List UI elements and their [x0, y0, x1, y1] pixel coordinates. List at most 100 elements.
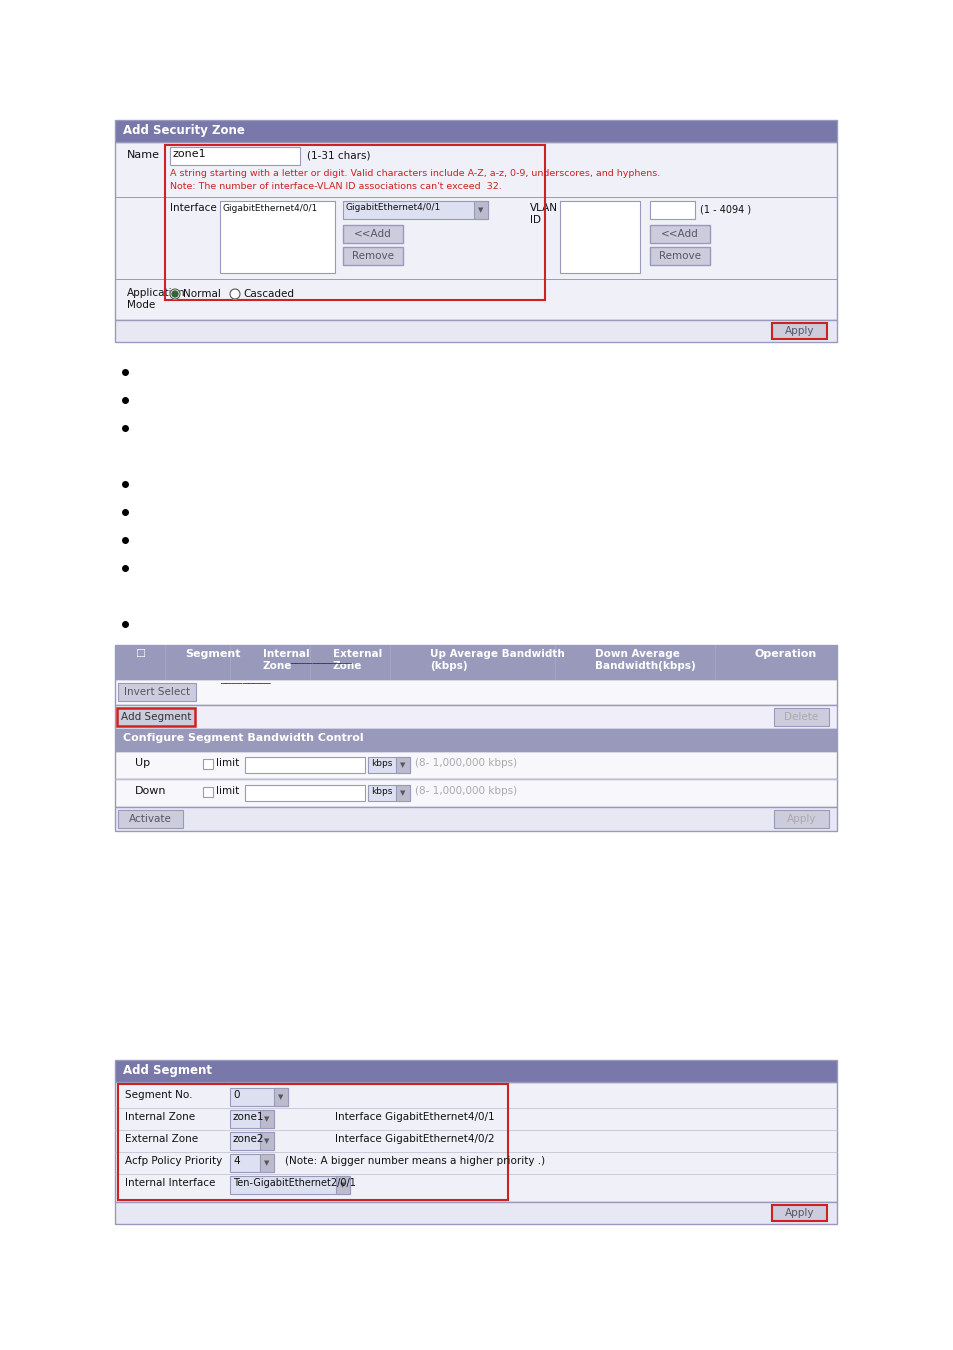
Text: Add Segment: Add Segment: [123, 1064, 212, 1077]
Text: ▼: ▼: [278, 1094, 283, 1100]
Bar: [203, 759, 213, 769]
Bar: [230, 1133, 274, 1150]
Bar: [230, 1088, 288, 1106]
Bar: [771, 323, 826, 339]
Text: (1 - 4094 ): (1 - 4094 ): [700, 204, 750, 215]
Text: External Zone: External Zone: [125, 1134, 198, 1143]
Bar: [170, 147, 299, 165]
Text: limit: limit: [215, 757, 239, 768]
Bar: [559, 201, 639, 273]
Text: _________: _________: [220, 674, 271, 684]
Text: Add Security Zone: Add Security Zone: [123, 124, 245, 136]
Bar: [115, 1081, 836, 1202]
Text: Segment No.: Segment No.: [125, 1089, 193, 1100]
Text: Configure Segment Bandwidth Control: Configure Segment Bandwidth Control: [123, 733, 363, 743]
Bar: [117, 707, 194, 726]
Bar: [115, 320, 836, 342]
Text: ▼: ▼: [340, 1183, 345, 1188]
Text: External
Zone: External Zone: [333, 649, 382, 671]
Bar: [115, 807, 836, 832]
Bar: [649, 201, 695, 219]
Circle shape: [172, 292, 178, 297]
Text: Interface GigabitEthernet4/0/2: Interface GigabitEthernet4/0/2: [335, 1134, 494, 1143]
Text: Interface: Interface: [170, 202, 216, 213]
Bar: [773, 810, 828, 828]
Text: VLAN
ID: VLAN ID: [530, 202, 558, 224]
Bar: [115, 679, 836, 705]
Text: Activate: Activate: [129, 814, 172, 824]
Bar: [115, 120, 836, 142]
Text: (8- 1,000,000 kbps): (8- 1,000,000 kbps): [415, 757, 517, 768]
Text: Normal: Normal: [183, 289, 221, 298]
Text: Interface GigabitEthernet4/0/1: Interface GigabitEthernet4/0/1: [335, 1112, 494, 1122]
Text: (1-31 chars): (1-31 chars): [307, 150, 370, 161]
Bar: [230, 1110, 274, 1129]
Text: Remove: Remove: [352, 251, 394, 261]
Text: A string starting with a letter or digit. Valid characters include A-Z, a-z, 0-9: A string starting with a letter or digit…: [170, 169, 659, 178]
Bar: [773, 707, 828, 726]
Text: 4: 4: [233, 1156, 239, 1166]
Bar: [115, 729, 836, 751]
Bar: [115, 645, 836, 679]
Text: Internal
Zone: Internal Zone: [263, 649, 310, 671]
Text: ▼: ▼: [477, 207, 483, 213]
Text: kbps: kbps: [371, 759, 392, 768]
Bar: [115, 1202, 836, 1224]
Circle shape: [230, 289, 240, 298]
Text: ▼: ▼: [264, 1116, 270, 1122]
Bar: [118, 1084, 507, 1200]
Text: Ten-GigabitEthernet2/0/1: Ten-GigabitEthernet2/0/1: [233, 1179, 355, 1188]
Bar: [220, 201, 335, 273]
Bar: [649, 247, 709, 265]
Text: Name: Name: [127, 150, 160, 161]
Bar: [260, 1110, 274, 1129]
Text: Delete: Delete: [783, 711, 818, 722]
Bar: [165, 144, 544, 300]
Bar: [260, 1154, 274, 1172]
Text: GigabitEthernet4/0/1: GigabitEthernet4/0/1: [223, 204, 318, 213]
Bar: [368, 757, 410, 774]
Text: zone1: zone1: [233, 1112, 264, 1122]
Text: ☐: ☐: [135, 649, 145, 659]
Text: <<Add: <<Add: [660, 230, 699, 239]
Bar: [343, 201, 488, 219]
Text: Down: Down: [135, 786, 167, 796]
Bar: [274, 1088, 288, 1106]
Text: ▼: ▼: [400, 761, 405, 768]
Bar: [771, 1206, 826, 1220]
Text: Down Average
Bandwidth(kbps): Down Average Bandwidth(kbps): [595, 649, 695, 671]
Bar: [118, 683, 195, 701]
Text: Note: The number of interface-VLAN ID associations can't exceed  32.: Note: The number of interface-VLAN ID as…: [170, 182, 501, 190]
Text: Add Segment: Add Segment: [121, 711, 191, 722]
Bar: [118, 810, 183, 828]
Text: (8- 1,000,000 kbps): (8- 1,000,000 kbps): [415, 786, 517, 796]
Text: zone2: zone2: [233, 1134, 264, 1143]
Text: 0: 0: [233, 1089, 239, 1100]
Text: Up: Up: [135, 757, 150, 768]
Text: ▼: ▼: [264, 1138, 270, 1143]
Bar: [368, 784, 410, 801]
Bar: [395, 757, 410, 774]
Bar: [260, 1133, 274, 1150]
Bar: [203, 787, 213, 796]
Bar: [335, 1176, 350, 1193]
Text: Apply: Apply: [784, 325, 814, 336]
Bar: [395, 784, 410, 801]
Text: Acfp Policy Priority: Acfp Policy Priority: [125, 1156, 222, 1166]
Text: Internal Zone: Internal Zone: [125, 1112, 195, 1122]
Text: Operation: Operation: [754, 649, 817, 659]
Text: Invert Select: Invert Select: [124, 687, 190, 697]
Bar: [115, 1060, 836, 1081]
Text: zone1: zone1: [172, 148, 207, 159]
Bar: [343, 225, 402, 243]
Text: Up Average Bandwidth
(kbps): Up Average Bandwidth (kbps): [430, 649, 564, 671]
Bar: [245, 757, 365, 774]
Text: Remove: Remove: [659, 251, 700, 261]
Bar: [230, 1154, 274, 1172]
Bar: [115, 751, 836, 779]
Text: Apply: Apply: [784, 1208, 814, 1218]
Text: (Note: A bigger number means a higher priority .): (Note: A bigger number means a higher pr…: [285, 1156, 544, 1166]
Bar: [343, 247, 402, 265]
Text: ▼: ▼: [400, 790, 405, 796]
Bar: [649, 225, 709, 243]
